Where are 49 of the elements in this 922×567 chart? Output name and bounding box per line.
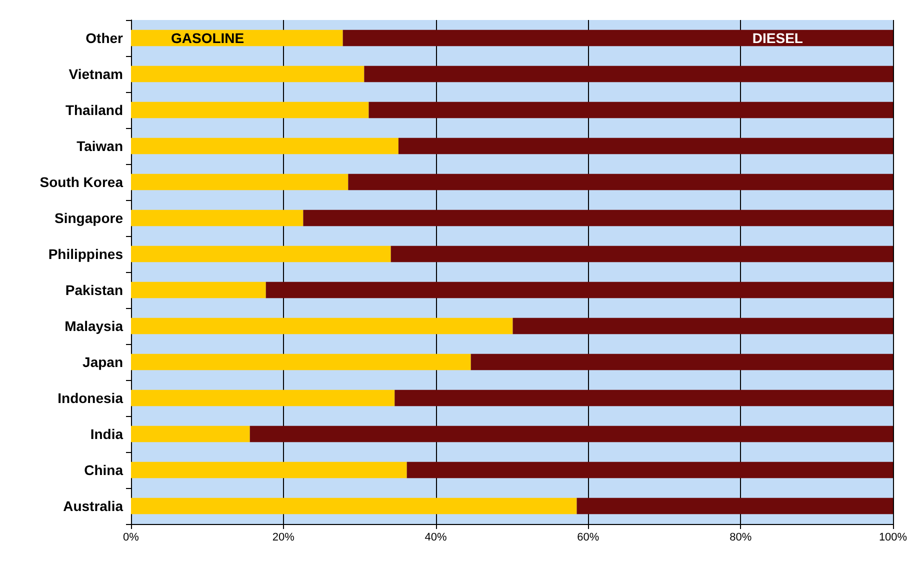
y-tick-label: Malaysia — [64, 318, 124, 334]
bar — [131, 66, 364, 82]
y-tick-label: India — [90, 426, 124, 442]
bar — [131, 318, 513, 334]
bar — [342, 30, 893, 46]
series-label: GASOLINE — [171, 30, 244, 46]
y-tick-label: Indonesia — [58, 390, 124, 406]
bar — [131, 102, 369, 118]
bar — [131, 282, 266, 298]
bar — [390, 246, 893, 262]
bar — [131, 462, 407, 478]
y-tick-label: Philippines — [48, 246, 124, 262]
y-tick-label: Thailand — [65, 102, 123, 118]
bar — [250, 426, 893, 442]
y-tick-label: Japan — [82, 354, 123, 370]
x-tick-label: 80% — [730, 532, 752, 544]
bar — [131, 138, 398, 154]
y-tick-label: Australia — [63, 498, 124, 514]
bar — [398, 138, 893, 154]
bar — [131, 354, 471, 370]
bar — [406, 462, 893, 478]
bar — [131, 498, 577, 514]
bar — [303, 210, 893, 226]
y-tick-label: Singapore — [54, 210, 124, 226]
bar — [576, 498, 893, 514]
x-tick-label: 20% — [272, 532, 295, 544]
bar — [131, 390, 395, 406]
y-tick-label: South Korea — [40, 174, 124, 190]
bar — [266, 282, 893, 298]
x-tick-label: 0% — [123, 532, 140, 544]
y-tick-label: Vietnam — [68, 66, 123, 82]
bar — [131, 210, 304, 226]
bar — [131, 426, 250, 442]
y-tick-label: Other — [86, 30, 124, 46]
bar — [368, 102, 893, 118]
bar — [470, 354, 893, 370]
x-tick-label: 100% — [878, 532, 908, 544]
bar — [394, 390, 893, 406]
bar — [131, 174, 348, 190]
y-tick-label: China — [84, 462, 124, 478]
bar — [131, 246, 391, 262]
x-tick-label: 40% — [424, 532, 448, 544]
series-label: DIESEL — [752, 30, 804, 46]
y-tick-label: Taiwan — [76, 138, 123, 154]
bar — [512, 318, 893, 334]
x-tick-label: 60% — [577, 532, 600, 544]
bar — [348, 174, 893, 190]
bar — [364, 66, 893, 82]
y-tick-label: Pakistan — [65, 282, 123, 298]
